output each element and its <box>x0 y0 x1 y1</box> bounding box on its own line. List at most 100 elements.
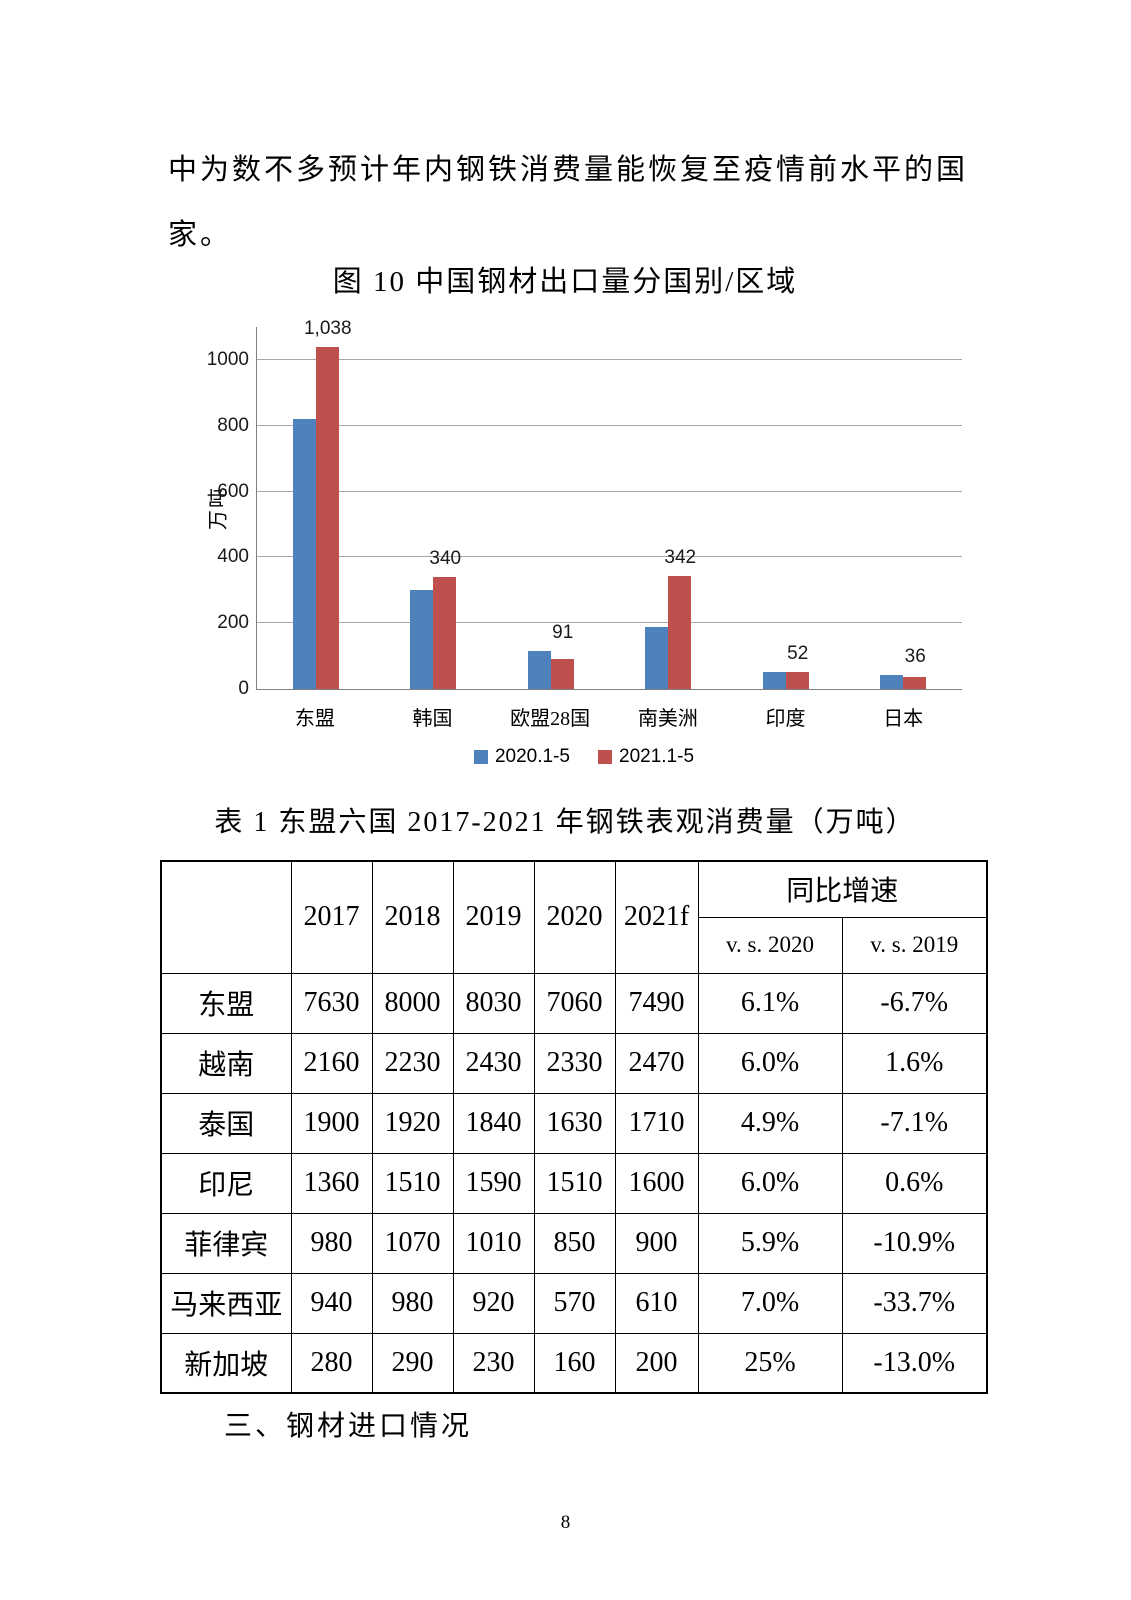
year-header-2017: 2017 <box>290 860 373 974</box>
year-header-2020: 2020 <box>533 860 616 974</box>
cell: 290 <box>371 1332 454 1394</box>
cell: 1010 <box>452 1212 535 1274</box>
cell: 940 <box>290 1272 373 1334</box>
x-axis-category-labels: 东盟 韩国 欧盟28国 南美洲 印度 日本 <box>256 694 962 730</box>
cell: 7630 <box>290 972 373 1034</box>
cell: 1600 <box>614 1152 699 1214</box>
cell: 920 <box>452 1272 535 1334</box>
table-row-新加坡: 新加坡 280 290 230 160 200 25% -13.0% <box>160 1332 988 1394</box>
cell: 1510 <box>533 1152 616 1214</box>
bar-group-2: 91 <box>492 327 610 689</box>
cell: 25% <box>697 1332 843 1394</box>
cell: 1630 <box>533 1092 616 1154</box>
cell: 200 <box>614 1332 699 1394</box>
consumption-table: 2017 2018 2019 2020 2021f 同比增速 v. s. 2020 v. s.… <box>160 860 988 1394</box>
cell: -10.9% <box>841 1212 988 1274</box>
y-tick-800: 800 <box>217 414 249 436</box>
table-row-菲律宾: 菲律宾 980 1070 1010 850 900 5.9% -10.9% <box>160 1212 988 1274</box>
bar-2020.1-5-南美洲 <box>645 627 669 689</box>
row-label: 印尼 <box>160 1152 292 1214</box>
table-head: 2017 2018 2019 2020 2021f 同比增速 v. s. 2020 v. s.… <box>160 860 988 974</box>
body-paragraph-line-2: 家。 <box>168 219 233 251</box>
bar-2021.1-5-韩国 <box>433 577 457 689</box>
bar-2021.1-5-日本 <box>903 677 927 689</box>
year-header-2018: 2018 <box>371 860 454 974</box>
legend-swatch-icon <box>598 750 612 764</box>
cell: 980 <box>290 1212 373 1274</box>
bar-2020.1-5-欧盟28国 <box>527 651 551 689</box>
data-label-南美洲: 342 <box>664 547 697 569</box>
cell: 1.6% <box>841 1032 988 1094</box>
cell: 1840 <box>452 1092 535 1154</box>
bar-group-4: 52 <box>727 327 845 689</box>
legend-swatch-icon <box>473 750 488 764</box>
sub-header-0: v. s. 2020 <box>697 916 843 974</box>
cell: 4.9% <box>697 1092 843 1154</box>
y-tick-1000: 1000 <box>206 348 249 370</box>
cell: 1510 <box>371 1152 454 1214</box>
cell: 980 <box>371 1272 454 1334</box>
cell: 7.0% <box>697 1272 843 1334</box>
y-tick-0: 0 <box>238 678 249 699</box>
legend-item-2021.1-5: 2021.1-5 <box>598 746 694 768</box>
chart-plot-area: 0 200 400 600 800 1000 1,038 340 91 342 52 36 <box>207 318 962 699</box>
data-label-印度: 52 <box>787 642 809 664</box>
table-row-东盟: 东盟 7630 8000 8030 7060 7490 6.1% -6.7% <box>160 972 988 1034</box>
gridline-600 <box>257 490 962 492</box>
table-row-泰国: 泰国 1900 1920 1840 1630 1710 4.9% -7.1% <box>160 1092 988 1154</box>
bar-slots: 1,038 340 91 342 52 36 <box>257 318 962 689</box>
corner-blank-cell <box>160 860 292 974</box>
cell: 7060 <box>533 972 616 1034</box>
row-label: 新加坡 <box>160 1332 292 1394</box>
y-tick-400: 400 <box>217 546 249 568</box>
data-label-韩国: 340 <box>429 548 462 570</box>
bar-group-1: 340 <box>375 327 493 689</box>
cell: -7.1% <box>841 1092 988 1154</box>
table-row-马来西亚: 马来西亚 940 980 920 570 610 7.0% -33.7% <box>160 1272 988 1334</box>
cell: 850 <box>533 1212 616 1274</box>
year-header-2021f: 2021f <box>614 860 699 974</box>
bar-2020.1-5-韩国 <box>410 590 434 689</box>
cell: -13.0% <box>841 1332 988 1394</box>
cell: 2160 <box>290 1032 373 1094</box>
cell: 1590 <box>452 1152 535 1214</box>
cell: 900 <box>614 1212 699 1274</box>
cell: 7490 <box>614 972 699 1034</box>
table-body: 东盟 7630 8000 8030 7060 7490 6.1% -6.7% 越南 2160 223… <box>160 972 988 1394</box>
cell: 610 <box>614 1272 699 1334</box>
row-label: 越南 <box>160 1032 292 1094</box>
gridline-1000 <box>257 358 962 360</box>
figure-title: 图 10 中国钢材出口量分国别/区域 <box>332 266 798 298</box>
year-header-2019: 2019 <box>452 860 535 974</box>
cell: -33.7% <box>841 1272 988 1334</box>
bar-2021.1-5-欧盟28国 <box>550 659 574 689</box>
cell: 2230 <box>371 1032 454 1094</box>
row-label: 马来西亚 <box>160 1272 292 1334</box>
table-row-越南: 越南 2160 2230 2430 2330 2470 6.0% 1.6% <box>160 1032 988 1094</box>
row-label: 泰国 <box>160 1092 292 1154</box>
category-label-韩国: 韩国 <box>412 708 453 730</box>
body-paragraph-line-1: 中为数不多预计年内钢铁消费量能恢复至疫情前水平的国 <box>168 154 969 186</box>
cell: 280 <box>290 1332 373 1394</box>
cell: 1900 <box>290 1092 373 1154</box>
cell: -6.7% <box>841 972 988 1034</box>
category-label-东盟: 东盟 <box>294 708 335 730</box>
cell: 6.0% <box>697 1152 843 1214</box>
cell: 2470 <box>614 1032 699 1094</box>
bar-2020.1-5-印度 <box>762 671 786 689</box>
gridline-400 <box>257 556 962 558</box>
cell: 2330 <box>533 1032 616 1094</box>
gridline-800 <box>257 424 962 426</box>
legend-item-2020.1-5: 2020.1-5 <box>473 746 570 768</box>
cell: 5.9% <box>697 1212 843 1274</box>
bar-2020.1-5-日本 <box>880 674 904 689</box>
cell: 6.0% <box>697 1032 843 1094</box>
data-label-欧盟28国: 91 <box>552 622 574 644</box>
data-label-东盟: 1,038 <box>303 318 352 340</box>
category-label-欧盟28国: 欧盟28国 <box>510 708 591 730</box>
y-tick-200: 200 <box>217 612 249 634</box>
cell: 1070 <box>371 1212 454 1274</box>
legend-label: 2020.1-5 <box>494 746 570 767</box>
row-label: 菲律宾 <box>160 1212 292 1274</box>
